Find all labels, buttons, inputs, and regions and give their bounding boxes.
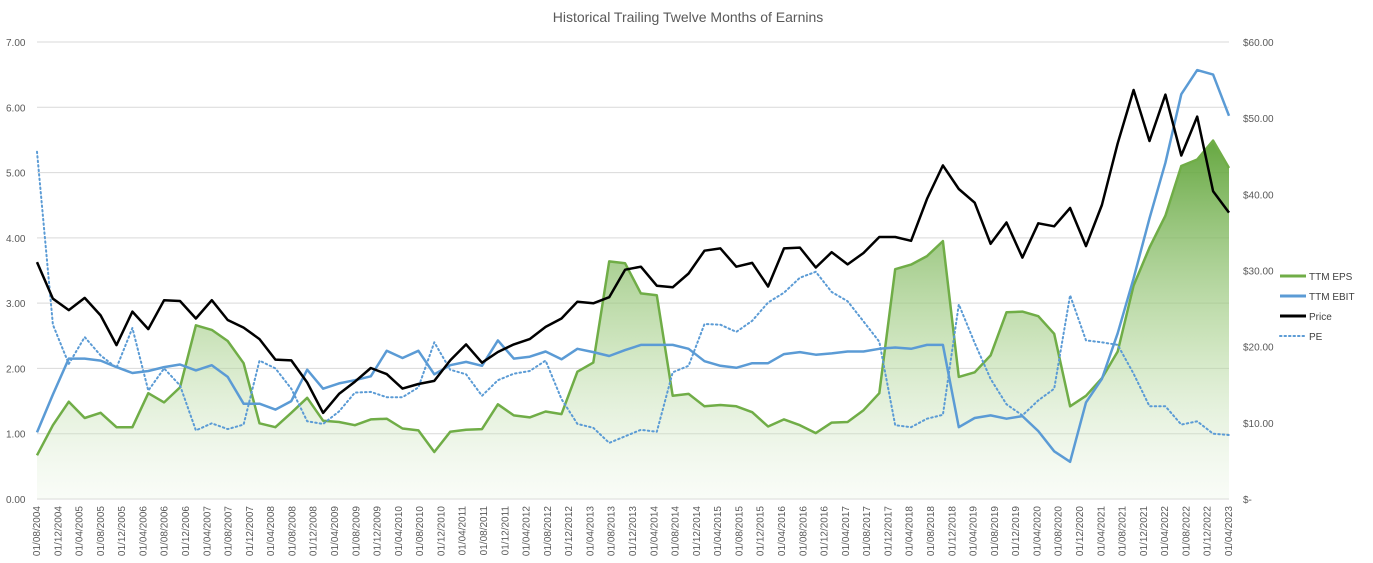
x-tick-label: 01/08/2009 (351, 506, 362, 556)
x-tick-label: 01/08/2022 (1181, 506, 1192, 556)
x-tick-label: 01/12/2005 (117, 506, 128, 556)
left-tick-label: 1.00 (6, 430, 26, 441)
x-tick-label: 01/08/2008 (287, 506, 298, 556)
x-tick-label: 01/08/2012 (543, 506, 554, 556)
x-tick-label: 01/12/2016 (820, 506, 831, 556)
legend-item-ttm-ebit: TTM EBIT (1280, 292, 1355, 303)
left-tick-label: 7.00 (6, 38, 26, 49)
x-tick-label: 01/08/2018 (926, 506, 937, 556)
x-tick-label: 01/04/2015 (713, 506, 724, 556)
series-line-ttm-eps (35, 139, 1231, 456)
left-tick-label: 3.00 (6, 299, 26, 310)
series-area-ttm-eps (37, 140, 1229, 499)
x-tick-label: 01/12/2006 (181, 506, 192, 556)
series-line-ttm-ebit (35, 68, 1231, 464)
x-tick-label: 01/04/2021 (1096, 506, 1107, 556)
x-tick-label: 01/12/2018 (947, 506, 958, 556)
x-tick-label: 01/12/2007 (245, 506, 256, 556)
right-tick-label: $60.00 (1243, 38, 1274, 49)
legend-label: TTM EBIT (1309, 292, 1355, 303)
x-tick-label: 01/08/2005 (96, 506, 107, 556)
series-layer (35, 68, 1231, 499)
x-tick-label: 01/04/2017 (841, 506, 852, 556)
series-line-pe (36, 150, 1230, 444)
left-tick-label: 4.00 (6, 234, 26, 245)
x-tick-label: 01/04/2005 (75, 506, 86, 556)
left-tick-label: 0.00 (6, 495, 26, 506)
legend-label: TTM EPS (1309, 272, 1353, 283)
right-axis: $- $10.00 $20.00 $30.00 $40.00 $50.00 $60.00 (1243, 38, 1274, 506)
x-tick-label: 01/04/2016 (777, 506, 788, 556)
right-tick-label: $40.00 (1243, 190, 1274, 201)
x-tick-label: 01/12/2021 (1139, 506, 1150, 556)
x-tick-label: 01/08/2007 (224, 506, 235, 556)
left-tick-label: 2.00 (6, 364, 26, 375)
legend-item-pe: PE (1279, 332, 1323, 343)
right-tick-label: $20.00 (1243, 343, 1274, 354)
chart-title: Historical Trailing Twelve Months of Ear… (553, 9, 824, 25)
x-tick-label: 01/04/2006 (138, 506, 149, 556)
series-line-price (35, 88, 1231, 415)
x-tick-label: 01/12/2019 (1011, 506, 1022, 556)
x-tick-label: 01/04/2022 (1160, 506, 1171, 556)
x-tick-label: 01/08/2016 (798, 506, 809, 556)
series-ttm-ebit (35, 68, 1231, 464)
series-price (35, 88, 1231, 415)
x-tick-label: 01/12/2020 (1075, 506, 1086, 556)
x-tick-label: 01/08/2015 (734, 506, 745, 556)
x-tick-label: 01/08/2004 (32, 506, 43, 556)
x-tick-label: 01/12/2014 (692, 506, 703, 556)
right-tick-label: $50.00 (1243, 114, 1274, 125)
right-tick-label: $10.00 (1243, 419, 1274, 430)
x-tick-label: 01/12/2004 (53, 506, 64, 556)
x-tick-label: 01/08/2021 (1118, 506, 1129, 556)
x-axis: 01/08/2004 01/12/2004 01/04/2005 01/08/2005… (32, 506, 1235, 556)
x-tick-label: 01/08/2019 (990, 506, 1001, 556)
x-tick-label: 01/04/2011 (458, 506, 469, 556)
x-tick-label: 01/08/2010 (415, 506, 426, 556)
x-tick-label: 01/08/2017 (862, 506, 873, 556)
x-tick-label: 01/04/2007 (202, 506, 213, 556)
legend-label: PE (1309, 332, 1323, 343)
right-tick-label: $30.00 (1243, 267, 1274, 278)
x-tick-label: 01/08/2011 (479, 506, 490, 556)
legend: TTM EPS TTM EBIT Price PE (1279, 272, 1355, 343)
x-tick-label: 01/04/2010 (394, 506, 405, 556)
x-tick-label: 01/04/2018 (905, 506, 916, 556)
x-tick-label: 01/12/2011 (500, 506, 511, 556)
x-tick-label: 01/08/2020 (1054, 506, 1065, 556)
x-tick-label: 01/12/2013 (628, 506, 639, 556)
x-tick-label: 01/04/2012 (522, 506, 533, 556)
x-tick-label: 01/12/2022 (1203, 506, 1214, 556)
x-tick-label: 01/12/2012 (564, 506, 575, 556)
legend-item-price: Price (1280, 312, 1332, 323)
right-tick-label: $- (1243, 495, 1252, 506)
x-tick-label: 01/04/2023 (1224, 506, 1235, 556)
left-tick-label: 6.00 (6, 103, 26, 114)
x-tick-label: 01/12/2008 (309, 506, 320, 556)
left-tick-label: 5.00 (6, 169, 26, 180)
x-tick-label: 01/04/2008 (266, 506, 277, 556)
x-tick-label: 01/04/2013 (585, 506, 596, 556)
x-tick-label: 01/04/2014 (649, 506, 660, 556)
x-tick-label: 01/12/2010 (436, 506, 447, 556)
x-tick-label: 01/12/2017 (883, 506, 894, 556)
x-tick-label: 01/08/2013 (607, 506, 618, 556)
x-tick-label: 01/04/2020 (1032, 506, 1043, 556)
x-tick-label: 01/04/2009 (330, 506, 341, 556)
legend-label: Price (1309, 312, 1332, 323)
x-tick-label: 01/08/2014 (671, 506, 682, 556)
series-pe (36, 150, 1230, 444)
legend-item-ttm-eps: TTM EPS (1280, 272, 1353, 283)
x-tick-label: 01/04/2019 (969, 506, 980, 556)
x-tick-label: 01/12/2009 (373, 506, 384, 556)
series-ttm-eps (35, 139, 1231, 499)
x-tick-label: 01/08/2006 (160, 506, 171, 556)
x-tick-label: 01/12/2015 (756, 506, 767, 556)
left-axis: 0.00 1.00 2.00 3.00 4.00 5.00 6.00 7.00 (6, 38, 26, 506)
